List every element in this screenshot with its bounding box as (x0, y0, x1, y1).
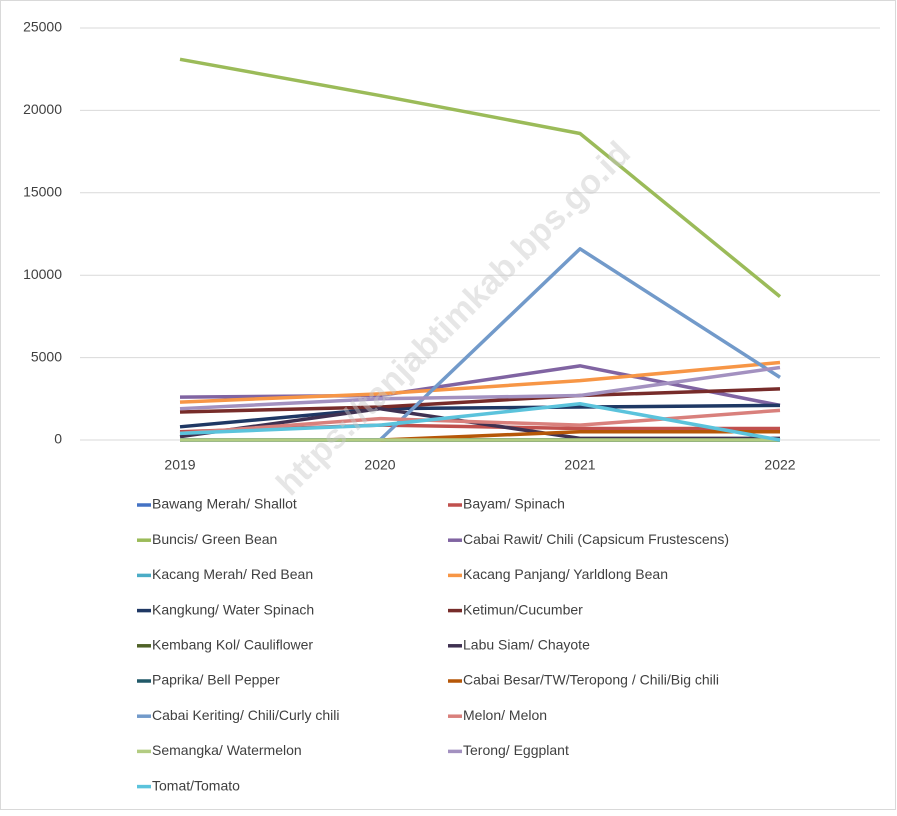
legend-label: Semangka/ Watermelon (152, 742, 302, 758)
series-line (179, 408, 781, 436)
series-line (179, 401, 781, 442)
y-tick-label: 15000 (23, 184, 62, 200)
legend-label: Paprika/ Bell Pepper (152, 672, 280, 688)
legend-label: Bayam/ Spinach (463, 496, 565, 512)
legend-label: Ketimun/Cucumber (463, 601, 583, 617)
x-tick-label: 2020 (364, 457, 395, 473)
legend-label: Kacang Merah/ Red Bean (152, 566, 313, 582)
legend-label: Tomat/Tomato (152, 777, 240, 793)
y-tick-label: 25000 (23, 19, 62, 35)
legend-label: Kacang Panjang/ Yarldlong Bean (463, 566, 668, 582)
legend-label: Kembang Kol/ Cauliflower (152, 637, 313, 653)
legend-label: Cabai Besar/TW/Teropong / Chili/Big chil… (463, 672, 719, 688)
series-line (379, 430, 780, 442)
legend-label: Bawang Merah/ Shallot (152, 496, 297, 512)
legend-label: Labu Siam/ Chayote (463, 637, 590, 653)
y-tick-label: 10000 (23, 266, 62, 282)
legend-label: Terong/ Eggplant (463, 742, 569, 758)
legend-label: Buncis/ Green Bean (152, 531, 277, 547)
series-line (179, 403, 781, 429)
series-line (179, 365, 781, 411)
y-tick-label: 0 (54, 431, 62, 447)
legend-label: Kangkung/ Water Spinach (152, 601, 314, 617)
legend-label: Cabai Keriting/ Chili/Curly chili (152, 707, 340, 723)
x-tick-label: 2021 (564, 457, 595, 473)
y-tick-label: 20000 (23, 101, 62, 117)
series-line (179, 360, 781, 404)
legend-label: Melon/ Melon (463, 707, 547, 723)
x-tick-label: 2022 (764, 457, 795, 473)
series-line (179, 387, 781, 414)
x-tick-label: 2019 (164, 457, 195, 473)
legend-label: Cabai Rawit/ Chili (Capsicum Frustescens… (463, 531, 729, 547)
y-tick-label: 5000 (31, 348, 62, 364)
series-line (179, 57, 782, 298)
